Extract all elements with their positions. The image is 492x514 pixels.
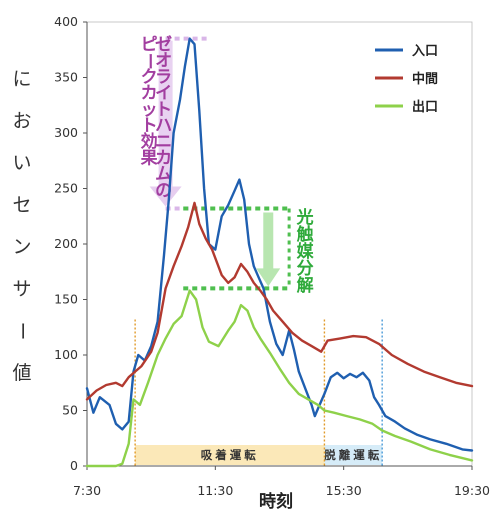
y-tick-label-3: 150 [54, 292, 78, 307]
photocat-label-char: 分 [297, 259, 314, 279]
peakcut-label-char: オ [155, 51, 172, 71]
peakcut-label-char: 効 [141, 131, 158, 152]
x-ticks: 7:30 11:30 15:30 19:30 [73, 466, 490, 498]
peakcut-label-char: の [155, 181, 172, 201]
photocat-label-char: 光 [296, 207, 314, 228]
peakcut-label-char: イ [155, 84, 172, 104]
phase-label-1: 脱離運転 [324, 448, 382, 462]
y-label-char: に [12, 68, 31, 90]
peakcut-label-char: ゼ [155, 34, 172, 55]
photocat-arrow-shaft [263, 212, 274, 271]
legend-label-0: 入口 [412, 44, 438, 59]
peakcut-label-char: ト [141, 116, 158, 136]
x-tick-label-3: 19:30 [454, 483, 490, 498]
peakcut-label-char: ク [141, 67, 158, 87]
peakcut-label-char: カ [141, 84, 158, 104]
peakcut-label-char: ム [155, 165, 172, 185]
y-tick-label-0: 0 [70, 458, 78, 473]
x-tick-label-0: 7:30 [73, 483, 101, 498]
y-ticks: 0 50 100 150 200 250 300 350 400 [54, 14, 87, 473]
y-label-char: ン [12, 236, 31, 258]
x-tick-label-1: 11:30 [197, 483, 233, 498]
peakcut-arrow-shaft [158, 40, 173, 189]
y-tick-label-7: 350 [54, 70, 78, 85]
series-lines [85, 37, 474, 468]
y-label-char: お [12, 110, 31, 132]
peakcut-label-char: ラ [155, 67, 172, 87]
photocat-label-char: 解 [297, 275, 314, 296]
phase-band-0 [135, 445, 325, 465]
y-label-char: 値 [12, 362, 31, 384]
peakcut-label-char: ピ [141, 35, 158, 55]
peakcut-arrow-head [149, 186, 182, 207]
phase-bands: 吸着運転 脱離運転 [134, 319, 383, 466]
x-tick-label-2: 15:30 [326, 483, 362, 498]
y-tick-label-6: 300 [54, 125, 78, 140]
series-line-1 [85, 201, 474, 401]
y-label-char: ー [11, 321, 33, 340]
y-tick-label-2: 100 [54, 347, 78, 362]
y-label-char: い [12, 152, 31, 174]
peakcut-label-char: ト [155, 100, 172, 120]
y-tick-label-1: 50 [62, 403, 78, 418]
peakcut-label-char: ー [139, 53, 159, 70]
legend-label-2: 出口 [412, 99, 438, 115]
y-tick-label-4: 200 [54, 236, 78, 251]
x-axis-label: 時刻 [259, 491, 293, 512]
phase-label-0: 吸着運転 [201, 448, 259, 462]
peakcut-label-char: ハ [155, 116, 172, 136]
legend-label-1: 中間 [412, 71, 438, 87]
y-label-char: セ [12, 194, 31, 216]
y-tick-label-5: 250 [54, 181, 78, 196]
photocat-arrow-head [256, 268, 281, 287]
series-line-0 [85, 37, 474, 452]
peakcut-label-char: ッ [141, 100, 158, 120]
photocat-label-char: 触 [296, 224, 314, 245]
phase-band-1 [324, 445, 383, 465]
photocat-label-char: 媒 [297, 241, 315, 262]
peakcut-label-char: ニ [155, 132, 172, 152]
series-line-2 [85, 289, 474, 468]
y-tick-label-8: 400 [54, 14, 78, 29]
peakcut-label-char: カ [155, 148, 172, 168]
y-label-char: サ [12, 278, 31, 300]
peakcut-label-char: 果 [141, 148, 158, 168]
